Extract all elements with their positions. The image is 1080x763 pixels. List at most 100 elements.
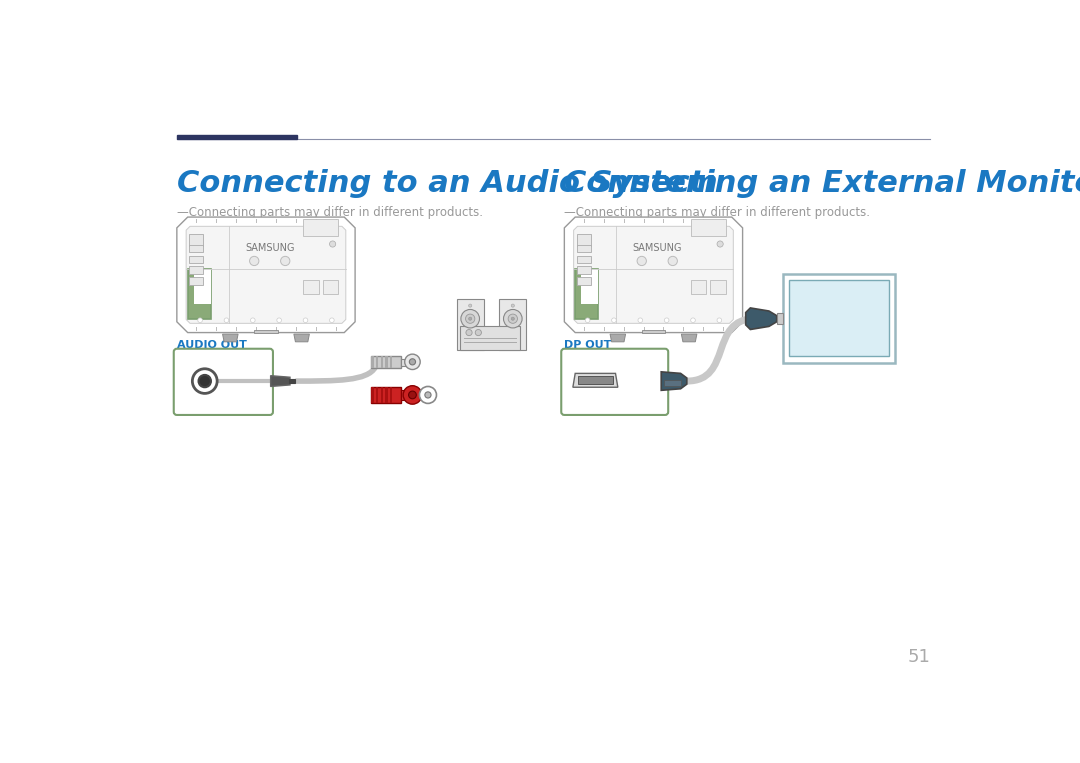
Polygon shape [565, 217, 743, 333]
Polygon shape [573, 227, 733, 324]
Bar [372, 356, 374, 368]
Polygon shape [572, 373, 618, 388]
Polygon shape [745, 308, 777, 330]
Bar [386, 356, 388, 368]
Bar [189, 266, 203, 274]
Bar [376, 388, 378, 403]
Text: Connecting to an Audio System: Connecting to an Audio System [177, 169, 717, 198]
Bar [577, 266, 591, 274]
Bar [390, 356, 392, 368]
Bar [289, 378, 296, 383]
Bar [642, 330, 665, 333]
Circle shape [424, 392, 431, 398]
Bar [581, 269, 598, 304]
Circle shape [509, 314, 517, 324]
Text: —Connecting parts may differ in different products.: —Connecting parts may differ in differen… [565, 205, 870, 218]
Circle shape [475, 330, 482, 336]
Circle shape [249, 256, 259, 266]
Bar [578, 376, 613, 384]
Circle shape [251, 318, 255, 323]
Circle shape [329, 241, 336, 247]
Bar [303, 280, 319, 294]
Circle shape [611, 318, 617, 323]
Circle shape [419, 387, 436, 404]
Circle shape [585, 318, 590, 323]
Text: SAMSUNG: SAMSUNG [245, 243, 295, 253]
Bar [255, 330, 278, 333]
Circle shape [638, 318, 643, 323]
Bar [303, 219, 338, 236]
Polygon shape [294, 334, 309, 342]
Circle shape [405, 354, 420, 369]
Bar [499, 299, 526, 349]
Bar [188, 269, 211, 320]
Circle shape [664, 318, 669, 323]
Bar [577, 245, 591, 253]
Bar [457, 299, 484, 349]
Polygon shape [222, 334, 238, 342]
Bar [460, 327, 521, 349]
Circle shape [469, 317, 472, 320]
Bar [663, 379, 680, 386]
Bar [390, 388, 392, 403]
Circle shape [403, 386, 422, 404]
Circle shape [225, 318, 229, 323]
Bar [189, 256, 203, 263]
Circle shape [198, 318, 202, 323]
Circle shape [503, 310, 522, 328]
Circle shape [408, 391, 416, 399]
Circle shape [329, 318, 334, 323]
Text: AUDIO OUT: AUDIO OUT [177, 340, 246, 350]
Circle shape [409, 359, 416, 365]
Polygon shape [661, 372, 687, 391]
Circle shape [303, 318, 308, 323]
Polygon shape [271, 375, 291, 387]
Circle shape [281, 256, 289, 266]
Bar [194, 269, 211, 304]
Circle shape [469, 304, 472, 307]
Circle shape [465, 330, 472, 336]
Circle shape [717, 241, 724, 247]
Bar [372, 388, 401, 403]
Circle shape [637, 256, 647, 266]
Bar [372, 356, 401, 368]
Bar [177, 136, 297, 140]
Text: 51: 51 [907, 649, 930, 666]
Bar [380, 388, 383, 403]
Bar [323, 280, 338, 294]
Bar [577, 256, 591, 263]
Circle shape [717, 318, 721, 323]
Circle shape [461, 310, 480, 328]
Circle shape [276, 318, 282, 323]
Bar [380, 356, 383, 368]
Bar [789, 280, 889, 356]
Bar [189, 277, 203, 285]
Polygon shape [681, 334, 697, 342]
Text: —Connecting parts may differ in different products.: —Connecting parts may differ in differen… [177, 205, 483, 218]
Bar [189, 245, 203, 253]
Bar [577, 234, 591, 246]
Circle shape [511, 304, 514, 307]
Text: DP OUT: DP OUT [565, 340, 611, 350]
Circle shape [465, 314, 475, 324]
Circle shape [511, 317, 514, 320]
Bar [710, 280, 726, 294]
Bar [777, 314, 783, 324]
Polygon shape [186, 227, 346, 324]
FancyBboxPatch shape [562, 349, 669, 415]
Circle shape [669, 256, 677, 266]
Circle shape [691, 318, 696, 323]
Bar [691, 219, 726, 236]
Bar [401, 391, 408, 400]
Bar [576, 269, 598, 320]
Polygon shape [177, 217, 355, 333]
Bar [189, 234, 203, 246]
Bar [691, 280, 706, 294]
Bar [386, 388, 388, 403]
Bar [401, 359, 408, 365]
Text: SAMSUNG: SAMSUNG [633, 243, 681, 253]
Bar [783, 274, 895, 362]
Circle shape [199, 375, 211, 388]
Bar [577, 277, 591, 285]
Bar [372, 388, 374, 403]
